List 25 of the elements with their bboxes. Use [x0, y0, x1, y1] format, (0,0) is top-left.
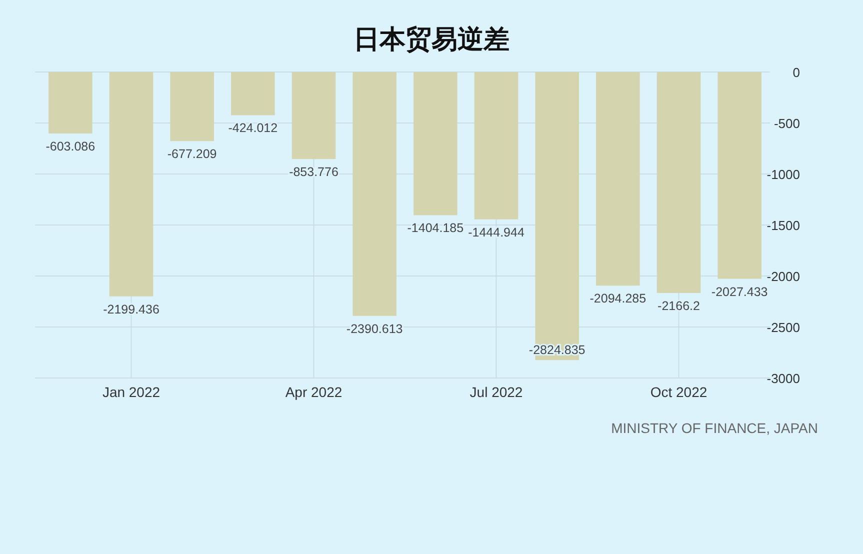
data-label: -424.012	[228, 121, 278, 136]
data-label: -2166.2	[658, 298, 700, 313]
y-tick-label: -2500	[766, 320, 800, 335]
data-label: -2094.285	[590, 292, 646, 306]
x-tick-label: Jan 2022	[102, 384, 160, 400]
data-label: -1444.944	[468, 225, 524, 240]
data-label: -853.776	[289, 165, 338, 180]
x-tick-label: Oct 2022	[650, 384, 708, 400]
data-label: -2199.436	[103, 302, 160, 316]
y-tick-label: -1500	[766, 218, 800, 233]
y-tick-label: -2000	[766, 269, 800, 284]
data-label: -677.209	[167, 147, 217, 162]
data-label: -603.086	[46, 140, 96, 154]
chart-title: 日本贸易逆差	[354, 24, 510, 54]
y-tick-label: -3000	[766, 371, 800, 386]
text: MINISTRY OF FINANCE, JAPAN	[611, 420, 818, 436]
y-tick-label: -1000	[766, 167, 800, 182]
x-tick-label: Jul 2022	[470, 384, 523, 400]
y-tick-label: -500	[774, 116, 800, 131]
y-tick-label: 0	[792, 65, 800, 80]
data-label: -2390.613	[346, 322, 403, 336]
data-label: -2824.835	[528, 343, 586, 358]
data-label: -2027.433	[711, 284, 768, 299]
x-tick-label: Apr 2022	[285, 384, 342, 400]
data-label: -1404.185	[407, 221, 464, 236]
